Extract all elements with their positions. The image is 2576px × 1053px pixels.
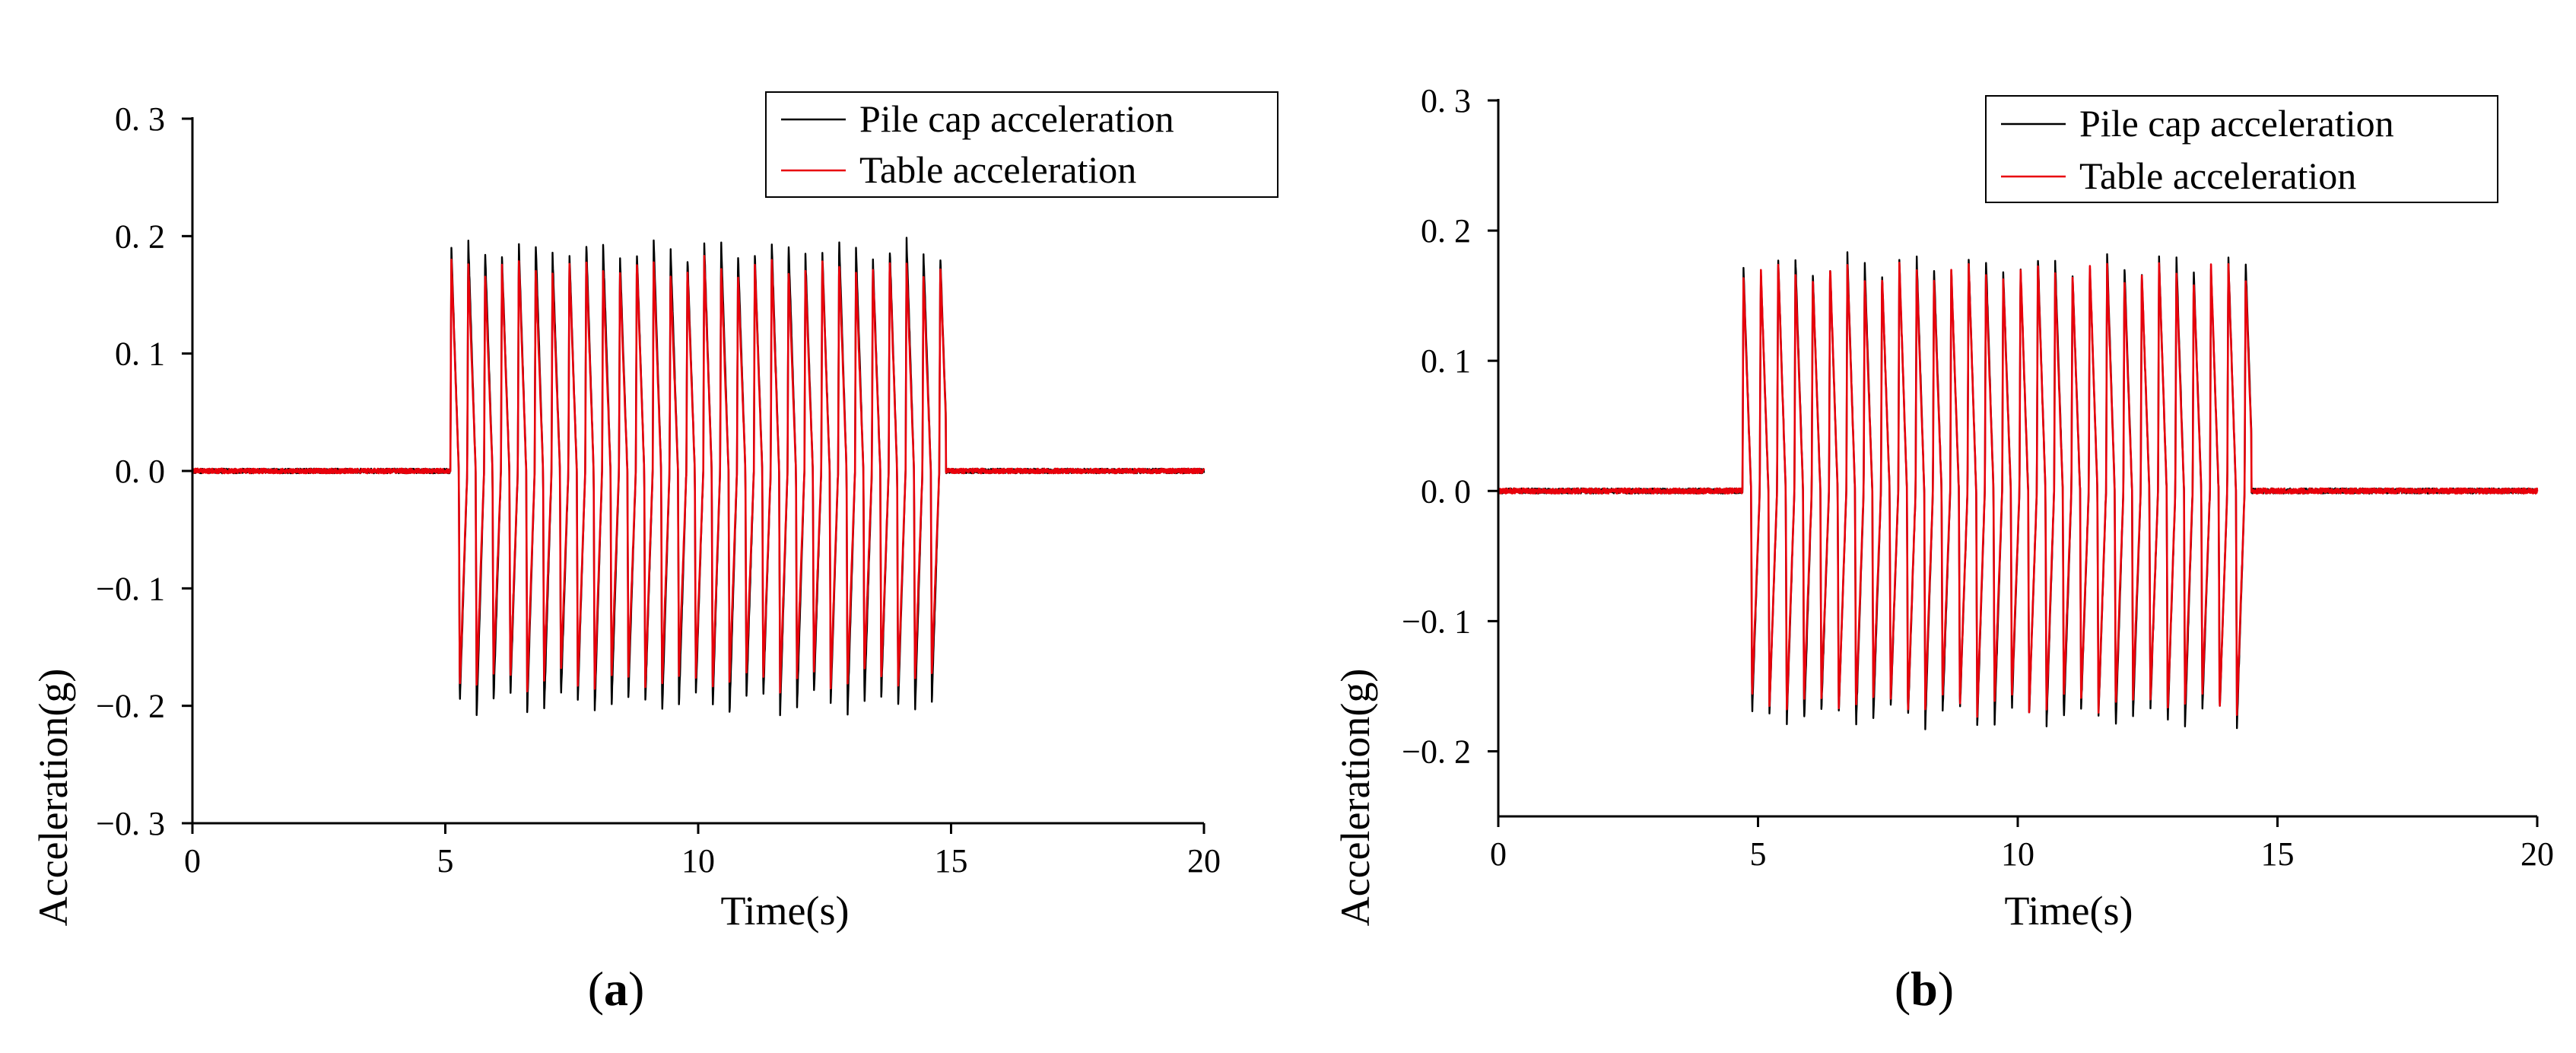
x-tick-label-a: 15	[935, 842, 968, 880]
legend-box-b	[1985, 95, 2498, 203]
legend-label-pile-cap-b: Pile cap acceleration	[2079, 102, 2394, 145]
x-tick-label-b: 15	[2261, 835, 2295, 873]
series-line-table-a	[191, 255, 1205, 694]
x-ticks-a: 0 5 10 15 20	[184, 823, 1221, 880]
legend-label-table-a: Table acceleration	[859, 148, 1136, 191]
legend-box-a	[765, 91, 1278, 198]
x-tick-label-a: 10	[681, 842, 715, 880]
y-tick-label-a: 0. 1	[115, 336, 165, 373]
y-tick-label-b: −0. 2	[1402, 733, 1471, 770]
y-tick-label-b: 0. 3	[1421, 82, 1471, 119]
legend-label-table-b: Table acceleration	[2079, 154, 2356, 197]
y-tick-label-a: 0. 2	[115, 218, 165, 255]
x-ticks-b: 0 5 10 15 20	[1490, 816, 2554, 873]
y-tick-label-a: −0. 3	[96, 805, 165, 842]
chart-panel-b: −0. 2 −0. 1 0. 0 0. 1 0. 2 0. 3 0 5 10 15 20 Time…	[1332, 82, 2554, 1016]
y-ticks-a: −0. 3 −0. 2 −0. 1 0. 0 0. 1 0. 2 0. 3	[96, 100, 192, 842]
y-tick-label-a: −0. 1	[96, 570, 165, 607]
x-axis-title-b: Time(s)	[2004, 888, 2133, 934]
series-line-table-b	[1497, 262, 2539, 718]
x-axis-title-a: Time(s)	[720, 888, 849, 934]
y-tick-label-b: 0. 1	[1421, 342, 1471, 380]
y-tick-label-b: 0. 2	[1421, 212, 1471, 250]
x-tick-label-b: 5	[1750, 835, 1767, 873]
y-tick-label-a: 0. 3	[115, 100, 165, 138]
panel-label-a: (a)	[588, 962, 645, 1016]
y-tick-label-a: 0. 0	[115, 453, 165, 490]
legend-a: Pile cap acceleration Table acceleration	[765, 91, 1278, 198]
series-pile-cap-acceleration-a	[192, 237, 1205, 717]
panel-label-b: (b)	[1895, 962, 1954, 1016]
y-axis-title-b: Acceleration(g)	[1332, 669, 1378, 927]
y-ticks-b: −0. 2 −0. 1 0. 0 0. 1 0. 2 0. 3	[1402, 82, 1498, 770]
x-tick-label-b: 20	[2520, 835, 2554, 873]
x-tick-label-a: 20	[1187, 842, 1221, 880]
series-table-acceleration-a	[191, 255, 1205, 694]
chart-panel-a: −0. 3 −0. 2 −0. 1 0. 0 0. 1 0. 2 0. 3 0 5 10 15 20…	[30, 91, 1278, 1016]
y-axis-title-a: Acceleration(g)	[30, 669, 76, 927]
x-tick-label-b: 10	[2001, 835, 2034, 873]
y-tick-label-b: 0. 0	[1421, 472, 1471, 510]
series-line-pile-cap-a	[192, 237, 1205, 717]
x-tick-label-a: 5	[437, 842, 454, 880]
y-tick-label-b: −0. 1	[1402, 603, 1471, 640]
y-tick-label-a: −0. 2	[96, 688, 165, 725]
legend-label-pile-cap-a: Pile cap acceleration	[859, 97, 1174, 140]
x-tick-label-b: 0	[1490, 835, 1507, 873]
legend-b: Pile cap acceleration Table acceleration	[1985, 95, 2498, 203]
axes-b	[1497, 99, 2537, 818]
x-tick-label-a: 0	[184, 842, 201, 880]
series-table-acceleration-b	[1497, 262, 2539, 718]
